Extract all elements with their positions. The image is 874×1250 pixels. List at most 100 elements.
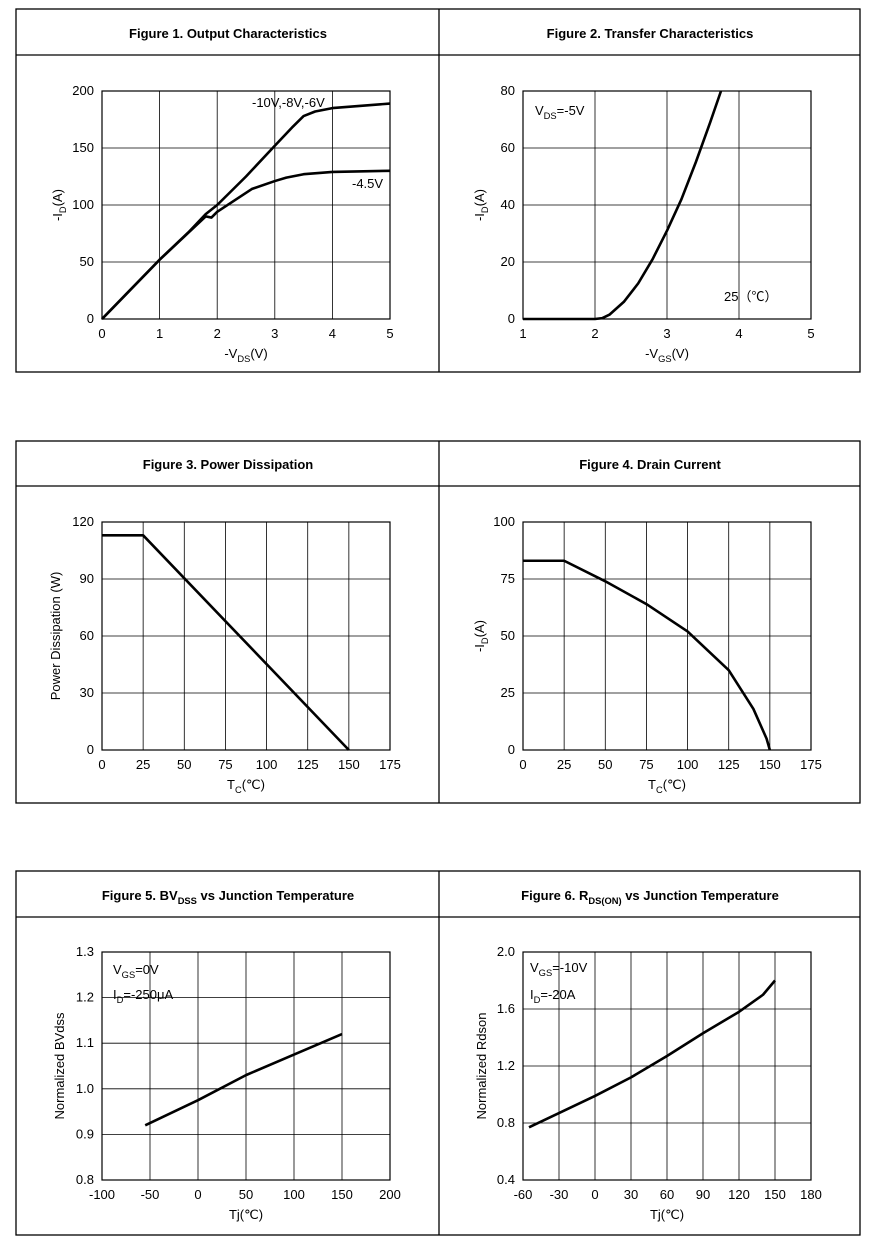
x-tick-label: 2: [214, 326, 221, 341]
x-axis-label-part: (℃): [242, 777, 265, 792]
y-axis-label: Power Dissipation (W): [48, 572, 63, 701]
y-axis-label-part: D: [58, 206, 68, 213]
x-tick-label: 100: [256, 757, 278, 772]
x-axis-label-part: T: [648, 777, 656, 792]
annotation-part: =0V: [135, 962, 159, 977]
chart-title: Figure 4. Drain Current: [579, 457, 721, 472]
x-axis-label-part: (V): [672, 346, 689, 361]
y-tick-label: 40: [501, 197, 515, 212]
annotation-part: DS: [544, 111, 557, 121]
y-tick-label: 2.0: [497, 944, 515, 959]
x-tick-label: 100: [677, 757, 699, 772]
chart-title-part: Figure 1. Output Characteristics: [129, 26, 327, 41]
x-tick-label: 50: [598, 757, 612, 772]
x-tick-label: 175: [800, 757, 822, 772]
x-axis-label-part: Tj(℃): [650, 1207, 684, 1222]
y-tick-label: 90: [80, 571, 94, 586]
x-tick-label: 0: [591, 1187, 598, 1202]
y-axis-label-part: (A): [472, 189, 487, 206]
x-axis-label: Tj(℃): [229, 1207, 263, 1222]
x-tick-label: 25: [557, 757, 571, 772]
y-tick-label: 60: [501, 140, 515, 155]
y-tick-label: 1.6: [497, 1001, 515, 1016]
x-tick-label: -60: [514, 1187, 533, 1202]
y-axis-label: -ID(A): [472, 189, 490, 221]
annotation: 25（℃）: [724, 289, 777, 304]
y-tick-label: 20: [501, 254, 515, 269]
data-line: [101, 169, 391, 320]
annotation-part: =-250μA: [123, 987, 173, 1002]
x-tick-label: 175: [379, 757, 401, 772]
x-tick-label: -30: [550, 1187, 569, 1202]
y-axis-label-part: -I: [50, 213, 65, 221]
x-tick-label: 75: [639, 757, 653, 772]
chart-title: Figure 1. Output Characteristics: [129, 26, 327, 41]
y-tick-label: 0: [87, 311, 94, 326]
annotation-part: GS: [539, 968, 553, 978]
annotation-part: I: [113, 987, 117, 1002]
y-tick-label: 75: [501, 571, 515, 586]
x-axis-label: TC(℃): [648, 777, 686, 795]
chart-title-part: DS(ON): [588, 896, 621, 906]
annotation: ID=-20A: [530, 987, 576, 1005]
x-axis-label: -VDS(V): [224, 346, 267, 364]
y-tick-label: 200: [72, 83, 94, 98]
chart-title: Figure 2. Transfer Characteristics: [547, 26, 754, 41]
table-border: [15, 870, 861, 1236]
x-axis-label-part: GS: [658, 354, 672, 364]
x-tick-label: 1: [519, 326, 526, 341]
y-tick-label: 150: [72, 140, 94, 155]
chart-title-part: Figure 5. BV: [102, 888, 178, 903]
y-tick-label: 0.9: [76, 1126, 94, 1141]
x-tick-label: 30: [624, 1187, 638, 1202]
plot-border: [101, 90, 391, 320]
y-tick-label: 50: [80, 254, 94, 269]
y-axis-label: -ID(A): [50, 189, 68, 221]
y-axis-label-part: D: [480, 206, 490, 213]
x-tick-label: 150: [759, 757, 781, 772]
y-axis-label-part: (A): [50, 189, 65, 206]
data-line: [523, 559, 772, 751]
y-axis-label-part: -I: [472, 213, 487, 221]
chart-title: Figure 5. BVDSS vs Junction Temperature: [102, 888, 354, 906]
y-axis-label: -ID(A): [472, 620, 490, 652]
y-tick-label: 30: [80, 685, 94, 700]
y-axis-label-part: Normalized BVdss: [52, 1012, 67, 1119]
x-tick-label: 50: [177, 757, 191, 772]
annotation: VGS=0V: [113, 962, 159, 980]
y-axis-label-part: Normalized Rdson: [474, 1013, 489, 1120]
y-tick-label: 0: [508, 742, 515, 757]
annotation-part: D: [117, 995, 124, 1005]
y-axis-label-part: Power Dissipation (W): [48, 572, 63, 701]
data-line: [528, 979, 776, 1129]
x-tick-label: 125: [718, 757, 740, 772]
y-tick-label: 1.0: [76, 1081, 94, 1096]
plot-border: [522, 90, 812, 320]
y-axis-label-part: (A): [472, 620, 487, 637]
x-tick-label: 75: [218, 757, 232, 772]
x-tick-label: 4: [329, 326, 336, 341]
x-tick-label: 100: [283, 1187, 305, 1202]
x-axis-label-part: (V): [250, 346, 267, 361]
x-axis-label-part: -V: [224, 346, 237, 361]
plot-border: [522, 521, 812, 751]
y-tick-label: 1.2: [497, 1058, 515, 1073]
x-tick-label: 200: [379, 1187, 401, 1202]
chart-title-part: DSS: [178, 896, 197, 906]
y-tick-label: 60: [80, 628, 94, 643]
x-tick-label: 3: [663, 326, 670, 341]
x-tick-label: 150: [338, 757, 360, 772]
chart-title-part: Figure 6. R: [521, 888, 589, 903]
chart-title-part: Figure 2. Transfer Characteristics: [547, 26, 754, 41]
x-tick-label: 2: [591, 326, 598, 341]
annotation-part: I: [530, 987, 534, 1002]
x-axis-label-part: T: [227, 777, 235, 792]
annotation-part: D: [534, 995, 541, 1005]
x-tick-label: 5: [807, 326, 814, 341]
x-axis-label: -VGS(V): [645, 346, 689, 364]
y-tick-label: 25: [501, 685, 515, 700]
x-axis-label-part: Tj(℃): [229, 1207, 263, 1222]
x-tick-label: 180: [800, 1187, 822, 1202]
x-tick-label: 150: [764, 1187, 786, 1202]
x-tick-label: 1: [156, 326, 163, 341]
